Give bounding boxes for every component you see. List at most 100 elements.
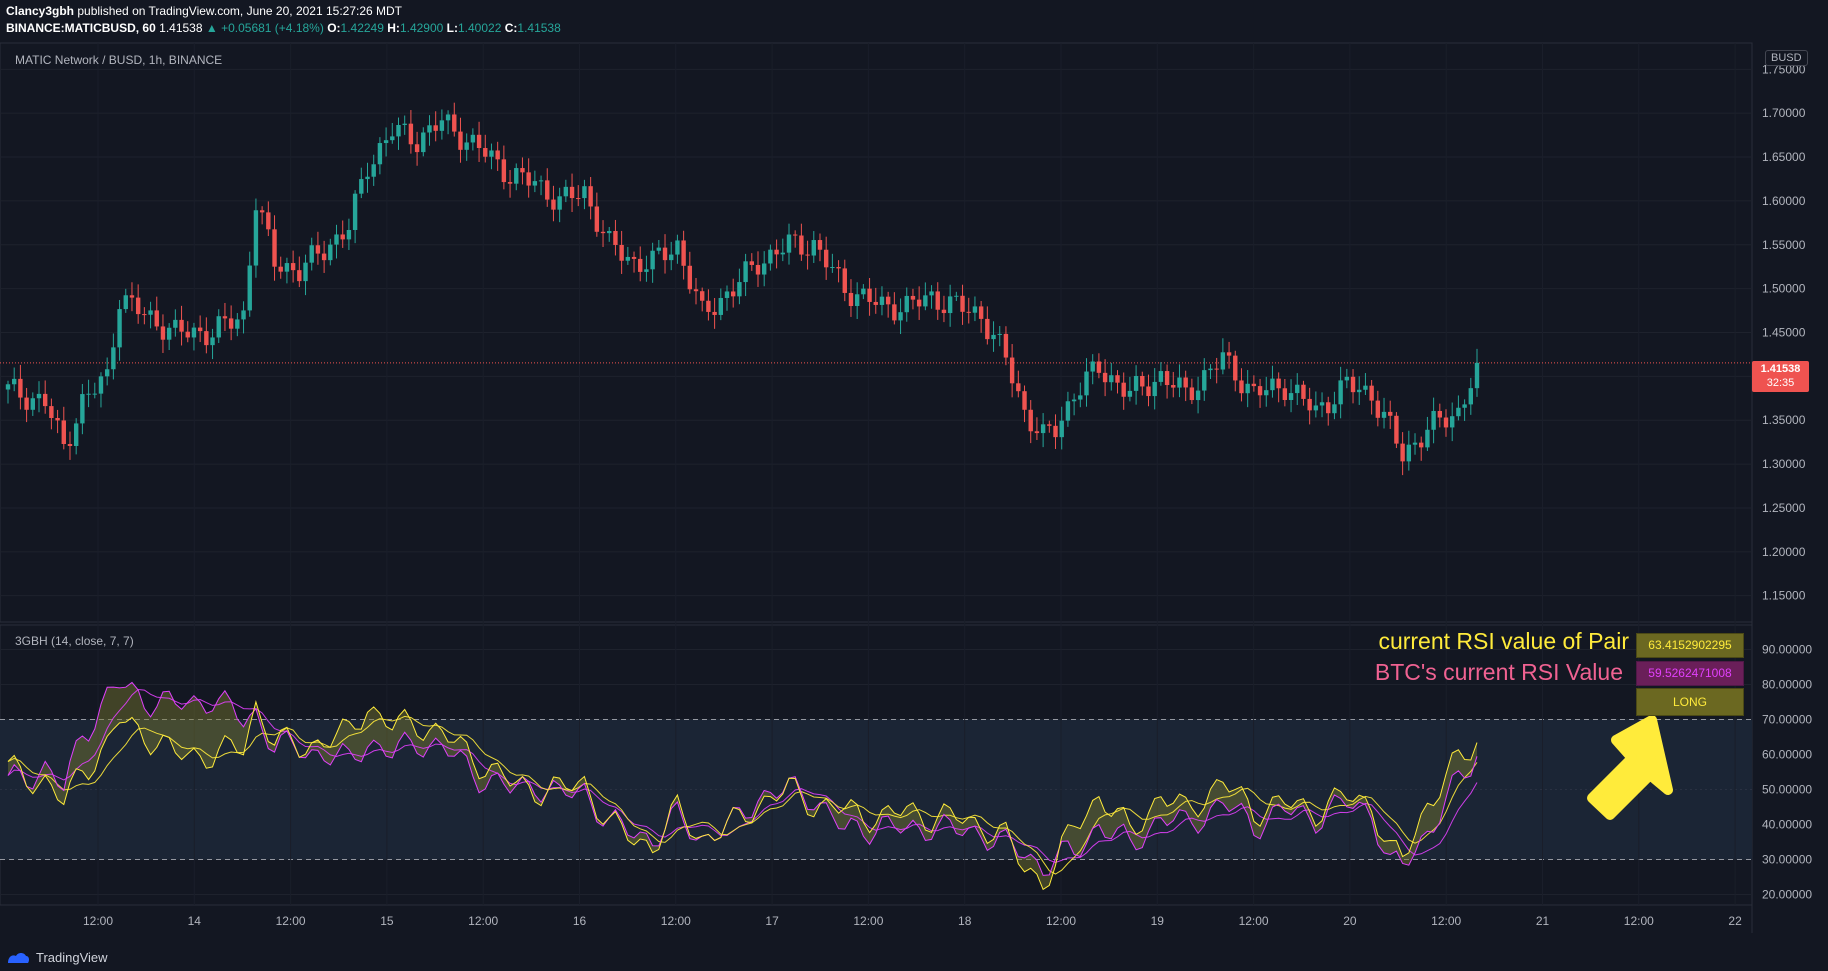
candle-body — [98, 376, 104, 394]
candle-body — [892, 304, 897, 321]
signal-badge: LONG — [1636, 688, 1744, 716]
candle-body — [1177, 377, 1182, 388]
candle-body — [346, 229, 352, 240]
candle-body — [1164, 371, 1170, 386]
candle-body — [452, 114, 457, 132]
candle-body — [545, 180, 550, 200]
candle-body — [966, 311, 971, 313]
candles — [5, 102, 1480, 476]
price-tick-label: 1.55000 — [1762, 238, 1806, 252]
candle-body — [600, 231, 606, 234]
candle-body — [978, 306, 984, 319]
candle-body — [142, 314, 147, 316]
rsi-tick-label: 90.00000 — [1762, 643, 1812, 657]
candle-body — [749, 261, 754, 265]
candle-body — [885, 296, 891, 305]
candle-body — [148, 310, 153, 315]
candle-body — [1468, 388, 1474, 405]
candle-body — [582, 186, 587, 199]
candle-body — [1183, 377, 1188, 388]
pair-rsi-value: 63.4152902295 — [1636, 633, 1744, 658]
candle-body — [867, 288, 872, 302]
rsi-tick-label: 60.00000 — [1762, 748, 1812, 762]
last-price: 1.41538 — [159, 21, 203, 35]
candle-body — [1146, 386, 1151, 397]
rsi-tick-label: 50.00000 — [1762, 783, 1812, 797]
candle-body — [786, 234, 792, 253]
candle-body — [253, 210, 259, 266]
rsi-lines — [7, 681, 1478, 891]
candle-body — [266, 212, 271, 230]
candle-body — [842, 268, 847, 293]
candle-body — [1251, 383, 1257, 387]
candle-body — [489, 150, 494, 157]
candle-body — [210, 337, 215, 346]
open-label: O: — [327, 21, 341, 35]
candle-body — [11, 378, 17, 385]
candle-body — [898, 312, 903, 321]
candle-body — [1443, 417, 1449, 428]
candle-body — [972, 306, 978, 313]
candle-body — [1189, 387, 1195, 401]
candle-body — [352, 193, 358, 230]
main-pane-title: MATIC Network / BUSD, 1h, BINANCE — [15, 53, 223, 67]
price-tick-label: 1.35000 — [1762, 413, 1806, 427]
time-tick-label: 16 — [573, 914, 587, 928]
price-tag-value: 1.41538 — [1760, 363, 1801, 375]
candle-body — [1090, 361, 1095, 372]
candle-body — [123, 295, 128, 310]
candle-body — [445, 114, 451, 121]
candle-body — [1127, 390, 1133, 397]
candle-body — [1003, 333, 1009, 358]
candle-body — [830, 267, 835, 269]
symbol-name: BINANCE:MATICBUSD, 60 — [6, 21, 156, 35]
candle-body — [929, 291, 934, 296]
candle-body — [458, 131, 463, 150]
pair-rsi-smoothed-line — [7, 715, 1478, 875]
tradingview-brand[interactable]: TradingView — [6, 950, 108, 965]
pair-rsi-label: current RSI value of Pair — [1378, 628, 1629, 654]
candle-body — [1462, 404, 1467, 408]
candle-body — [1096, 361, 1102, 373]
candle-body — [334, 234, 339, 245]
candle-body — [80, 394, 85, 424]
author-name[interactable]: Clancy3gbh — [6, 4, 75, 18]
candle-body — [278, 266, 283, 272]
price-tick-label: 1.65000 — [1762, 150, 1806, 164]
candle-body — [1140, 375, 1145, 387]
time-tick-label: 19 — [1151, 914, 1165, 928]
candle-body — [737, 282, 742, 297]
candle-body — [73, 423, 79, 446]
candle-body — [30, 398, 35, 410]
candle-body — [24, 397, 29, 410]
time-tick-label: 20 — [1343, 914, 1357, 928]
candle-body — [836, 267, 841, 269]
price-tick-label: 1.60000 — [1762, 194, 1806, 208]
candle-body — [166, 327, 172, 340]
candle-body — [947, 296, 953, 314]
price-change: ▲ +0.05681 (+4.18%) — [205, 21, 324, 35]
candle-body — [1319, 402, 1325, 406]
time-tick-label: 12:00 — [468, 914, 498, 928]
candle-body — [1369, 385, 1374, 401]
candle-body — [1425, 429, 1430, 448]
time-tick-label: 12:00 — [1239, 914, 1269, 928]
candle-body — [576, 198, 581, 200]
candle-body — [222, 316, 228, 319]
candle-body — [997, 333, 1002, 335]
currency-badge[interactable]: BUSD — [1765, 50, 1808, 66]
candle-body — [718, 297, 724, 315]
time-tick-label: 12:00 — [1624, 914, 1654, 928]
candle-body — [501, 159, 507, 183]
candle-body — [117, 309, 122, 348]
candle-body — [799, 235, 804, 255]
candle-body — [520, 168, 525, 173]
publish-info: Clancy3gbh published on TradingView.com,… — [6, 4, 402, 18]
high-label: H: — [387, 21, 400, 35]
candle-body — [259, 210, 265, 213]
candle-body — [1474, 362, 1480, 389]
candle-body — [731, 291, 736, 297]
candle-body — [935, 291, 940, 310]
candle-body — [1419, 442, 1424, 448]
